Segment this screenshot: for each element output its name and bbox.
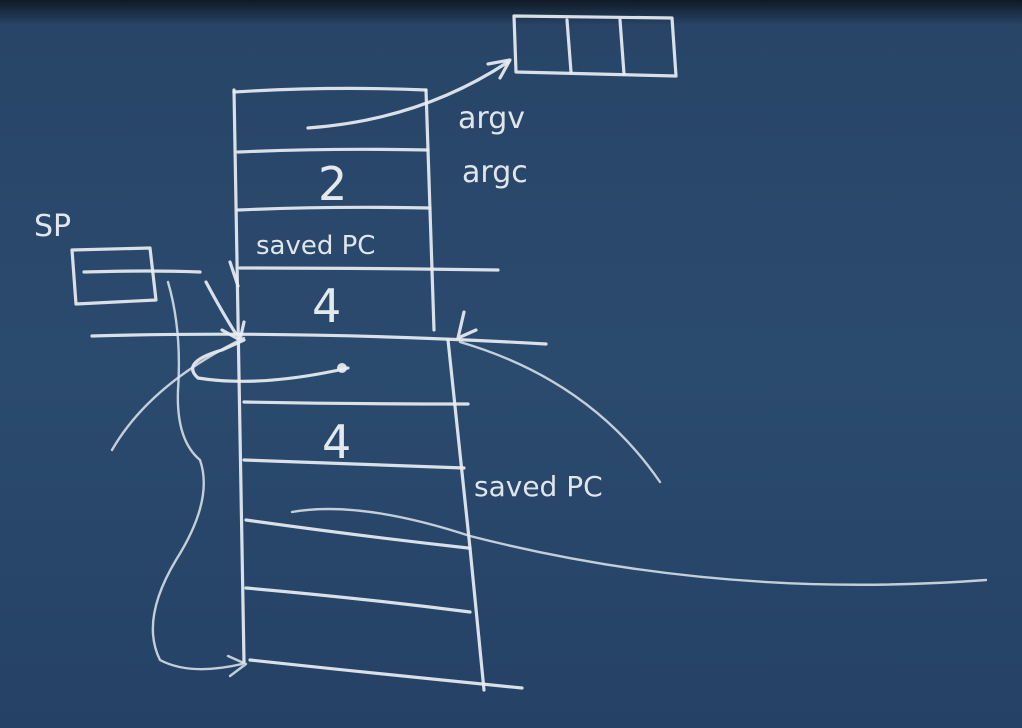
saved-pc-lower-label: saved PC [474,470,603,503]
argv-array [512,14,678,78]
stack-cell-frame-size-upper: 4 [312,279,341,333]
sp-label: SP [34,209,71,244]
lower-return-arc [290,507,988,586]
sp-loop-arrowhead [226,654,248,678]
saved-fp-pointer [191,338,350,383]
sp-register [70,246,240,306]
saved-pc-upper-label: saved PC [256,231,375,261]
argv-pointer-arrowhead [486,58,512,80]
sp-pointer-arrow [204,280,238,336]
stack-column [232,86,524,692]
stack-cell-argc-value: 2 [318,157,347,211]
argv-pointer-arrow [306,60,510,130]
sp-loop-arrow [151,280,244,671]
frame-boundary-tick [456,310,478,340]
saved-fp-dot [337,363,347,373]
frame-boundary-line [90,332,548,346]
upper-return-arc [458,340,662,484]
argc-label: argc [462,155,528,190]
stack-cell-frame-size-lower: 4 [322,415,351,469]
argv-label: argv [458,101,525,136]
left-arc [110,336,246,452]
